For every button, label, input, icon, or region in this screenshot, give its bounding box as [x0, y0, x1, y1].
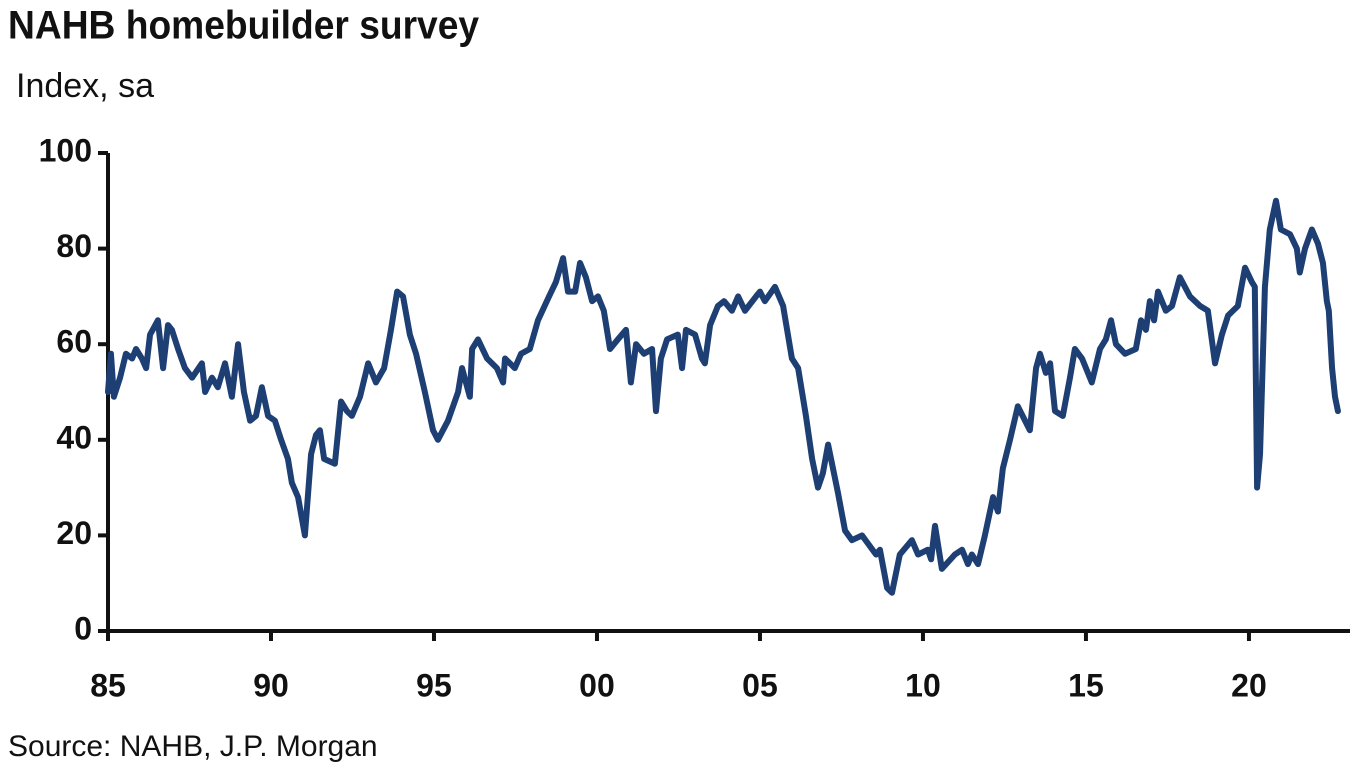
data-line [105, 197, 1341, 596]
chart-subtitle: Index, sa [16, 67, 154, 105]
y-tick-label: 20 [56, 515, 92, 551]
y-tick-label: 80 [56, 228, 92, 264]
x-tick-label: 05 [742, 667, 778, 703]
x-tick-label: 85 [90, 667, 126, 703]
x-tick-label: 20 [1231, 667, 1267, 703]
y-tick-label: 60 [56, 324, 92, 360]
y-tick-label: 40 [56, 419, 92, 455]
x-tick-label: 15 [1068, 667, 1104, 703]
chart-title: NAHB homebuilder survey [8, 3, 480, 48]
x-tick-label: 95 [416, 667, 452, 703]
x-tick-label: 10 [905, 667, 941, 703]
source-note: Source: NAHB, J.P. Morgan [8, 730, 378, 763]
y-tick-label: 100 [39, 132, 92, 168]
x-tick-label: 00 [579, 667, 615, 703]
y-tick-label: 0 [74, 610, 92, 646]
x-tick-label: 90 [253, 667, 289, 703]
